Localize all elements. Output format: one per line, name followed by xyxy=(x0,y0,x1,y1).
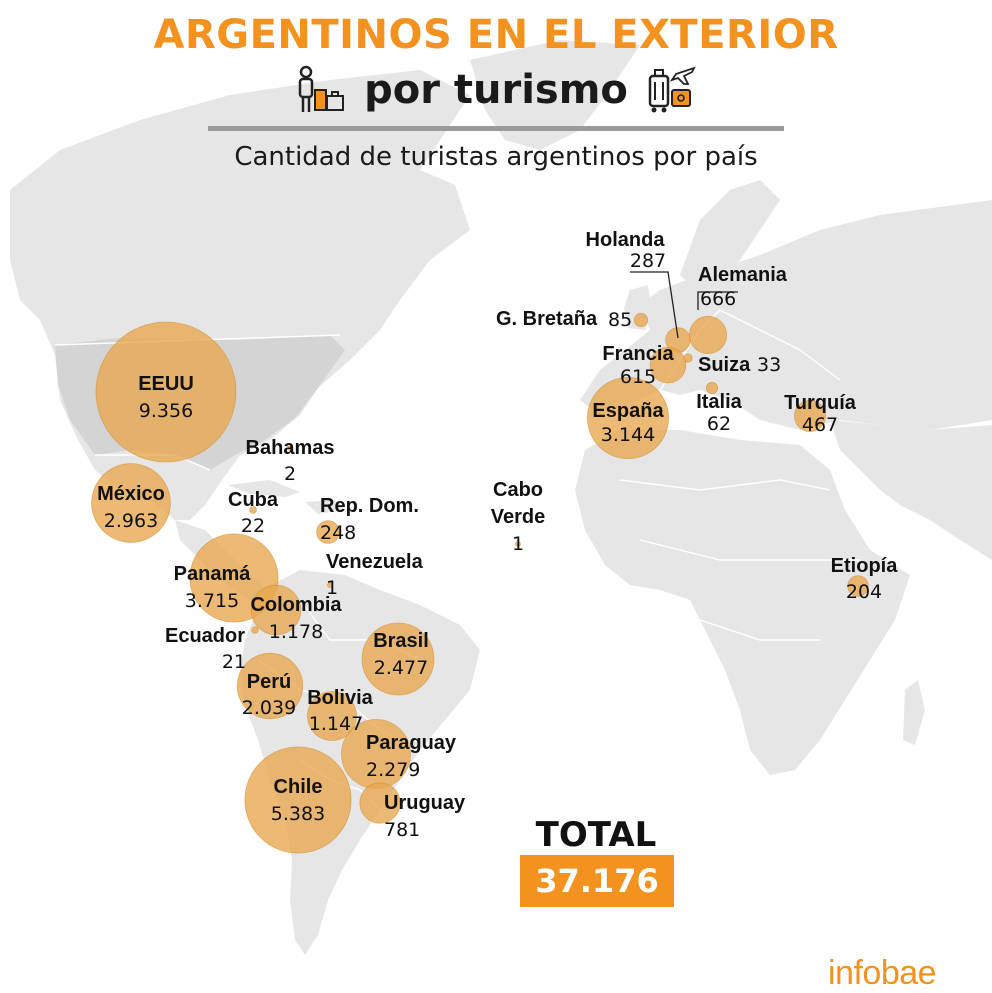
bubble-chile xyxy=(244,746,352,854)
bubble-uruguay xyxy=(359,782,401,824)
madagascar-island xyxy=(903,680,925,745)
value-ecuador: 21 xyxy=(221,651,247,673)
value-italia: 62 xyxy=(706,413,732,435)
bubble-bolivia xyxy=(307,691,357,741)
traveler-with-luggage-icon xyxy=(298,65,345,112)
bubble-m-xico xyxy=(91,463,171,543)
label-alemania: Alemania xyxy=(698,264,787,286)
suitcase-airplane-icon xyxy=(648,66,696,113)
label-chile: Chile xyxy=(273,776,323,798)
label-ecuador: Ecuador xyxy=(164,625,246,647)
value-paraguay: 2.279 xyxy=(366,759,421,781)
value-cabo-verde: 1 xyxy=(511,533,525,555)
value-turquia: 467 xyxy=(801,414,839,436)
bubble-ecuador xyxy=(251,626,259,634)
label-eeuu: EEUU xyxy=(138,373,194,395)
label-peru: Perú xyxy=(246,671,292,693)
label-cuba: Cuba xyxy=(228,489,278,511)
label-francia: Francia xyxy=(602,343,674,365)
holanda-leader-line xyxy=(630,271,679,339)
label-venezuela: Venezuela xyxy=(326,551,423,573)
label-italia: Italia xyxy=(696,391,742,413)
label-rep-dom: Rep. Dom. xyxy=(320,495,419,517)
label-bahamas: Bahamas xyxy=(245,437,335,459)
value-venezuela: 1 xyxy=(326,577,339,599)
total-label: TOTAL xyxy=(535,815,657,855)
bubble-brasil xyxy=(361,622,435,696)
bubble-eeuu xyxy=(95,321,237,463)
value-uruguay: 781 xyxy=(384,819,421,841)
label-g-bretana: G. Bretaña xyxy=(496,308,598,330)
label-cabo-verde-line2: Verde xyxy=(490,506,546,528)
bubble-venezuela xyxy=(327,582,333,588)
bubble-rep-dom- xyxy=(316,520,340,544)
value-peru: 2.039 xyxy=(241,697,297,719)
bubble-suiza xyxy=(683,353,693,363)
value-francia: 615 xyxy=(619,366,657,388)
value-alemania: 666 xyxy=(700,288,737,310)
page-subtitle: por turismo xyxy=(364,67,628,113)
bubble-per- xyxy=(236,652,304,720)
value-bolivia: 1.147 xyxy=(308,713,364,735)
bubble-etiop-a xyxy=(847,575,869,597)
bubble-cuba xyxy=(249,506,257,514)
value-cuba: 22 xyxy=(240,515,266,537)
label-etiopia: Etiopía xyxy=(830,555,898,577)
label-bolivia: Bolivia xyxy=(307,687,373,709)
label-holanda: Holanda xyxy=(585,229,665,251)
label-suiza: Suiza xyxy=(698,354,751,376)
value-suiza: 33 xyxy=(757,354,782,376)
bubble-cabo-verde xyxy=(515,541,521,547)
page-caption: Cantidad de turistas argentinos por país xyxy=(234,142,758,172)
label-paraguay: Paraguay xyxy=(366,732,457,754)
subtitle-row: por turismo xyxy=(0,64,992,116)
value-eeuu: 9.356 xyxy=(138,400,194,422)
hispaniola-island xyxy=(305,500,345,514)
africa-landmass xyxy=(575,430,910,775)
title-divider xyxy=(208,126,784,131)
border-line xyxy=(699,619,820,641)
value-rep-dom: 248 xyxy=(320,522,357,544)
page-title: ARGENTINOS EN EL EXTERIOR xyxy=(153,12,839,58)
bubble-turqu-a xyxy=(794,399,827,432)
value-bahamas: 2 xyxy=(283,463,297,485)
label-colombia: Colombia xyxy=(250,594,342,616)
label-uruguay: Uruguay xyxy=(384,792,466,814)
bubble-italia xyxy=(705,381,719,395)
value-chile: 5.383 xyxy=(270,803,326,825)
infobae-logo: infobae xyxy=(828,954,937,992)
greenland-landmass xyxy=(470,40,640,150)
value-colombia: 1.178 xyxy=(268,621,324,643)
alemania-leader-line xyxy=(697,291,738,310)
value-holanda: 287 xyxy=(629,250,667,272)
value-mexico: 2.963 xyxy=(103,510,159,532)
label-espana: España xyxy=(592,400,664,422)
value-panama: 3.715 xyxy=(184,590,240,612)
bubble-g-breta-a xyxy=(633,312,649,328)
value-brasil: 2.477 xyxy=(373,657,429,679)
bubble-espa-a xyxy=(587,376,670,459)
bubble-francia xyxy=(649,346,687,384)
label-turquia: Turquía xyxy=(784,392,856,414)
value-g-bretana: 85 xyxy=(608,309,633,331)
label-brasil: Brasil xyxy=(373,630,429,652)
cuba-island xyxy=(228,480,300,497)
value-espana: 3.144 xyxy=(600,424,656,446)
total-value: 37.176 xyxy=(520,855,674,907)
border-line xyxy=(639,539,860,561)
label-mexico: México xyxy=(97,483,165,505)
value-etiopia: 204 xyxy=(845,581,883,603)
bubble-bahamas xyxy=(287,445,293,451)
border-line xyxy=(619,479,831,491)
border-line xyxy=(719,309,841,381)
bubble-layer xyxy=(91,312,869,854)
middle-east-landmass xyxy=(830,420,992,560)
label-panama: Panamá xyxy=(173,563,251,585)
scandinavia-landmass xyxy=(680,180,780,295)
label-cabo-verde-line1: Cabo xyxy=(493,479,543,501)
bubble-alemania xyxy=(688,315,728,355)
bubble-colombia xyxy=(250,584,302,636)
